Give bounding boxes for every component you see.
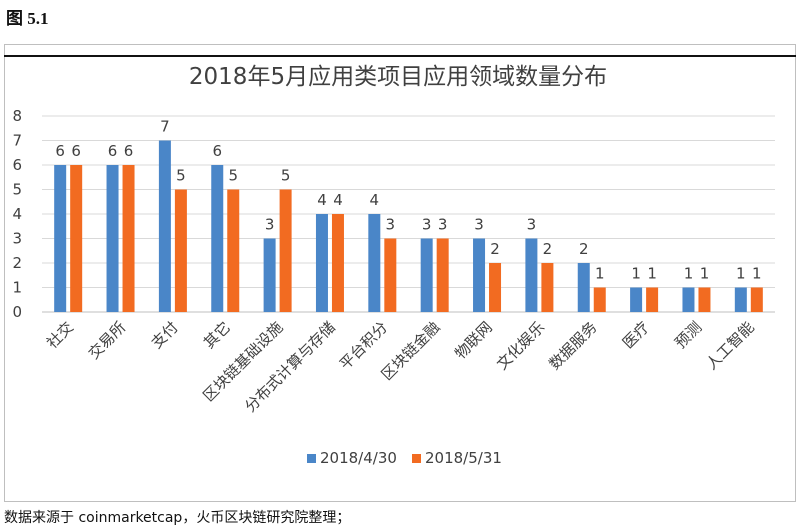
legend-label: 2018/5/31 [425, 449, 502, 467]
bar-2 [122, 165, 135, 312]
x-tick-label: 其它 [200, 318, 234, 352]
data-label: 6 [212, 142, 222, 160]
bars [54, 140, 763, 312]
data-label: 3 [438, 216, 448, 234]
data-label: 3 [474, 216, 484, 234]
legend: 2018/4/30 2018/5/31 [307, 449, 502, 467]
x-tick-label: 数据服务 [545, 318, 600, 373]
chart-frame [4, 44, 796, 502]
data-label: 3 [386, 216, 396, 234]
x-tick-label: 预测 [671, 318, 705, 352]
y-tick-label: 1 [12, 279, 22, 297]
bar-2 [593, 287, 606, 312]
y-tick-label: 5 [12, 181, 22, 199]
bar-2 [489, 263, 502, 312]
legend-swatch [307, 454, 316, 463]
x-tick-label: 人工智能 [702, 318, 757, 373]
bar-1 [368, 214, 381, 312]
bar-1 [106, 165, 119, 312]
bar-1 [315, 214, 328, 312]
bar-2 [436, 238, 449, 312]
gridlines [42, 115, 775, 313]
y-tick-label: 0 [12, 303, 22, 321]
data-label: 1 [752, 265, 762, 283]
bar-1 [158, 140, 171, 312]
data-label: 6 [55, 142, 65, 160]
data-label: 4 [317, 191, 327, 209]
data-label: 2 [579, 240, 589, 258]
bar-2 [227, 189, 240, 312]
bar-2 [279, 189, 292, 312]
data-label: 6 [108, 142, 118, 160]
bar-1 [211, 165, 224, 312]
data-label: 4 [333, 191, 343, 209]
bar-1 [420, 238, 433, 312]
y-axis-ticks: 0 1 2 3 4 5 6 7 8 [12, 107, 22, 321]
bar-2 [331, 214, 344, 312]
x-tick-label: 支付 [148, 318, 182, 352]
x-tick-label: 物联网 [451, 318, 496, 363]
legend-swatch [412, 454, 421, 463]
bar-2 [384, 238, 397, 312]
bar-2 [698, 287, 711, 312]
data-label: 3 [527, 216, 537, 234]
bar-2 [174, 189, 187, 312]
x-tick-label: 社交 [43, 318, 77, 352]
y-tick-label: 4 [12, 205, 22, 223]
data-label: 6 [71, 142, 81, 160]
bar-1 [263, 238, 276, 312]
source-note: 数据来源于 coinmarketcap，火币区块链研究院整理； [4, 510, 351, 526]
data-label: 1 [736, 265, 746, 283]
data-label: 1 [684, 265, 694, 283]
data-label: 3 [265, 216, 275, 234]
data-label: 2 [490, 240, 500, 258]
bar-1 [630, 287, 643, 312]
y-tick-label: 2 [12, 254, 22, 272]
data-label: 5 [281, 167, 291, 185]
data-label: 3 [422, 216, 432, 234]
bar-1 [734, 287, 747, 312]
data-label: 1 [700, 265, 710, 283]
x-tick-label: 交易所 [85, 318, 130, 363]
bar-2 [646, 287, 659, 312]
data-label: 7 [160, 118, 170, 136]
figure-label: 图 5.1 [6, 9, 49, 28]
y-tick-label: 6 [12, 156, 22, 174]
data-label: 1 [647, 265, 657, 283]
bar-1 [473, 238, 486, 312]
chart-title: 2018年5月应用类项目应用领域数量分布 [189, 64, 607, 90]
data-label: 6 [124, 142, 134, 160]
data-label: 4 [370, 191, 380, 209]
data-label: 1 [631, 265, 641, 283]
data-label: 1 [595, 265, 605, 283]
data-label: 2 [543, 240, 553, 258]
x-tick-label: 文化娱乐 [493, 318, 548, 373]
bar-2 [70, 165, 83, 312]
top-rule [4, 55, 796, 57]
legend-label: 2018/4/30 [320, 449, 397, 467]
bar-1 [54, 165, 67, 312]
data-label: 5 [176, 167, 186, 185]
bar-2 [541, 263, 554, 312]
bar-2 [750, 287, 763, 312]
bar-1 [525, 238, 538, 312]
bar-1 [577, 263, 590, 312]
bar-1 [682, 287, 695, 312]
x-tick-label: 分布式计算与存储 [241, 318, 339, 416]
y-tick-label: 8 [12, 107, 22, 125]
y-tick-label: 3 [12, 230, 22, 248]
y-tick-label: 7 [12, 132, 22, 150]
x-tick-label: 医疗 [619, 318, 653, 352]
data-label: 5 [228, 167, 238, 185]
